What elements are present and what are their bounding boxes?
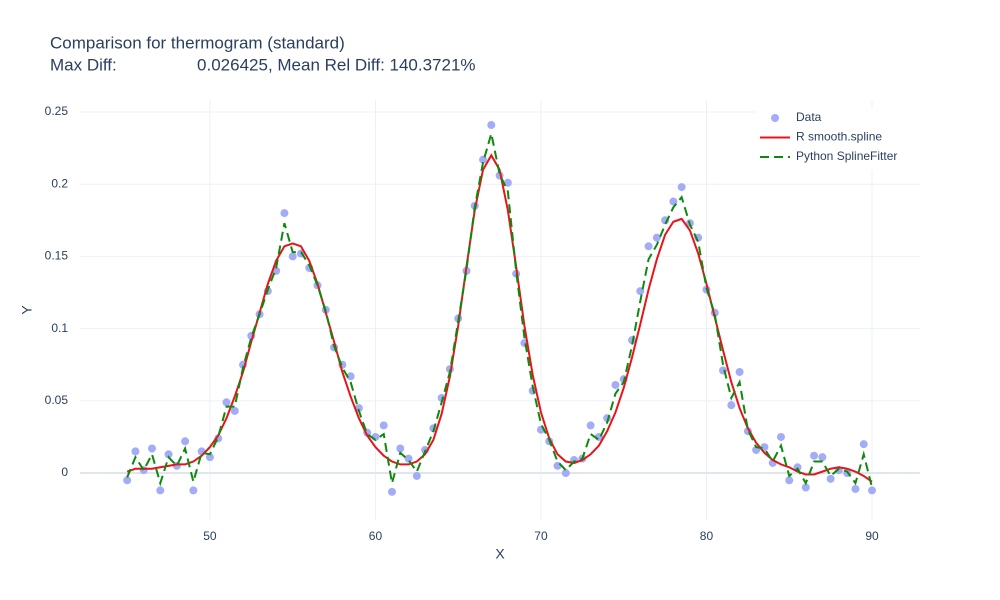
data-point [379, 421, 388, 430]
y-tick-label: 0.15 [45, 249, 69, 263]
data-point [189, 486, 198, 495]
data-point [388, 487, 396, 496]
data-point [801, 483, 810, 492]
legend-marker [771, 114, 779, 122]
data-point [818, 453, 827, 462]
data-point [735, 367, 744, 376]
data-point [851, 484, 860, 493]
data-point [503, 178, 512, 187]
data-point [586, 421, 595, 430]
data-point [677, 183, 686, 192]
y-axis-title: Y [19, 305, 35, 315]
legend-label: R smooth.spline [796, 130, 882, 144]
data-point [611, 380, 620, 389]
data-point [412, 471, 421, 480]
data-point [859, 440, 868, 449]
x-tick-label: 60 [369, 529, 383, 543]
data-point [280, 209, 289, 218]
data-point [652, 233, 661, 242]
legend-label: Python SplineFitter [796, 149, 897, 163]
legend-box [755, 108, 920, 170]
data-point [354, 404, 363, 413]
data-point [404, 454, 413, 463]
data-point [727, 401, 736, 410]
x-axis-title: X [495, 546, 505, 562]
data-point [205, 453, 214, 462]
data-point [479, 155, 488, 164]
data-point [644, 242, 653, 251]
data-point [288, 252, 297, 261]
data-point [131, 447, 140, 456]
data-point [222, 398, 231, 407]
data-point [346, 372, 355, 381]
x-tick-label: 50 [203, 529, 217, 543]
data-point [868, 486, 876, 495]
data-point [785, 476, 794, 485]
y-tick-label: 0.1 [51, 321, 68, 335]
data-point [181, 437, 190, 446]
x-tick-label: 90 [865, 529, 879, 543]
legend-label: Data [796, 110, 822, 124]
x-tick-label: 70 [534, 529, 548, 543]
y-tick-label: 0.2 [51, 176, 68, 190]
data-point [487, 120, 496, 129]
data-point [156, 486, 165, 495]
data-point [810, 451, 819, 460]
x-tick-label: 80 [700, 529, 714, 543]
legend: Data R smooth.spline Python SplineFitter [755, 108, 920, 170]
y-tick-label: 0 [61, 465, 68, 479]
data-point [396, 444, 405, 453]
chart-subtitle: Max Diff: 0.026425, Mean Rel Diff: 140.3… [50, 55, 476, 74]
chart-title: Comparison for thermogram (standard) [50, 33, 345, 52]
y-tick-label: 0.05 [45, 393, 69, 407]
y-tick-label: 0.25 [45, 104, 69, 118]
data-point [776, 432, 785, 441]
data-point [230, 406, 239, 415]
data-point [437, 393, 446, 402]
data-point [123, 476, 132, 485]
data-point [561, 469, 570, 478]
data-point [164, 450, 173, 459]
data-point [148, 444, 156, 453]
data-point [826, 474, 835, 483]
